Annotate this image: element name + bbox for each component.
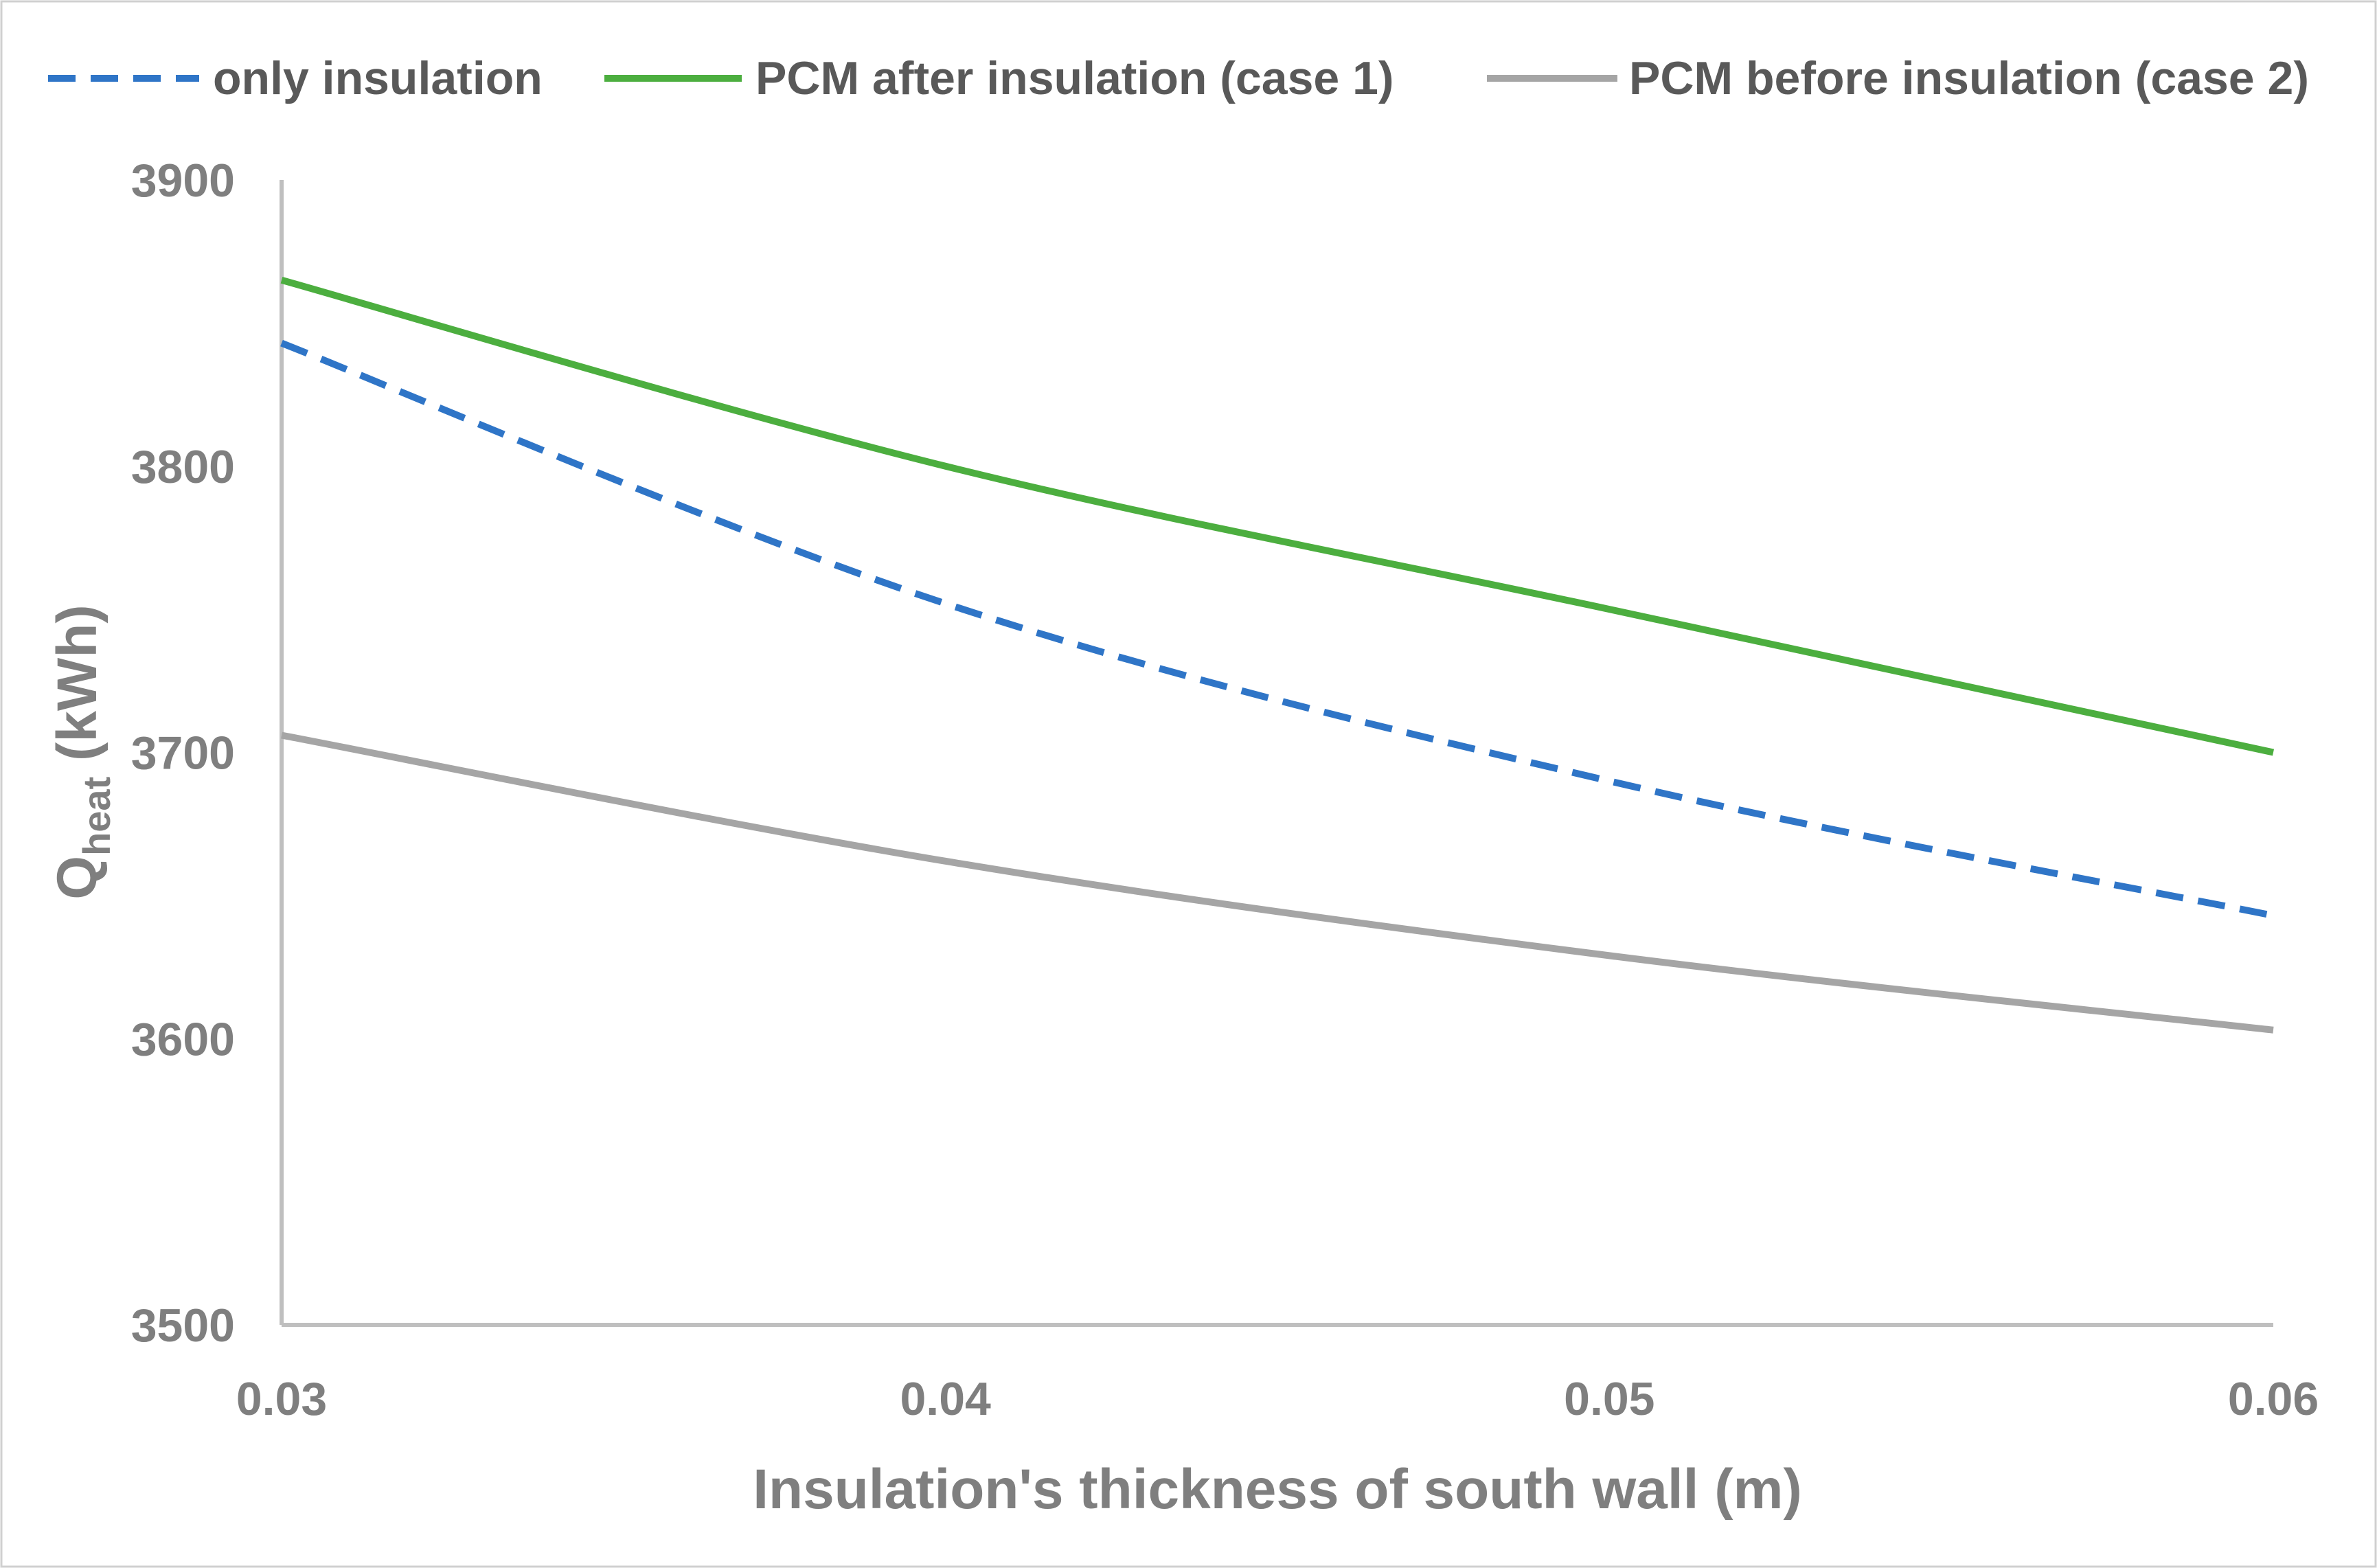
y-axis-title-subscript: heat xyxy=(75,777,118,856)
legend: only insulation PCM after insulation (ca… xyxy=(48,52,2309,104)
legend-item-pcm-after-insulation[interactable]: PCM after insulation (case 1) xyxy=(604,52,1394,104)
series-line-pcm-before-insulation-case-2[interactable] xyxy=(281,731,2274,1034)
y-tick-label: 3600 xyxy=(131,1013,235,1065)
x-axis-title: Insulation's thickness of south wall (m) xyxy=(753,1458,1802,1521)
x-tick-labels: 0.03 0.04 0.05 0.06 xyxy=(236,1373,2319,1425)
x-tick-label: 0.04 xyxy=(900,1373,991,1425)
y-axis-title: Qheat (kWh) xyxy=(46,604,118,899)
y-tick-label: 3700 xyxy=(131,727,235,780)
legend-item-pcm-before-insulation[interactable]: PCM before insulation (case 2) xyxy=(1487,52,2309,104)
legend-label-pcm-before-insulation: PCM before insulation (case 2) xyxy=(1629,52,2309,104)
y-tick-labels: 3500 3600 3700 3800 3900 xyxy=(131,155,235,1352)
series-line-pcm-after-insulation-case-1[interactable] xyxy=(280,277,2275,756)
y-tick-label: 3800 xyxy=(131,441,235,493)
series-line-only-insulation[interactable] xyxy=(280,339,2274,919)
y-tick-label: 3900 xyxy=(131,155,235,207)
y-axis-title-main: Q xyxy=(46,856,109,900)
legend-label-only-insulation: only insulation xyxy=(213,52,543,104)
y-axis-title-unit: (kWh) xyxy=(46,604,109,776)
x-tick-label: 0.06 xyxy=(2228,1373,2319,1425)
legend-label-pcm-after-insulation: PCM after insulation (case 1) xyxy=(755,52,1394,104)
series-lines xyxy=(280,277,2275,1034)
y-tick-label: 3500 xyxy=(131,1299,235,1352)
x-tick-label: 0.05 xyxy=(1564,1373,1654,1425)
x-tick-label: 0.03 xyxy=(236,1373,327,1425)
legend-item-only-insulation[interactable]: only insulation xyxy=(48,52,543,104)
